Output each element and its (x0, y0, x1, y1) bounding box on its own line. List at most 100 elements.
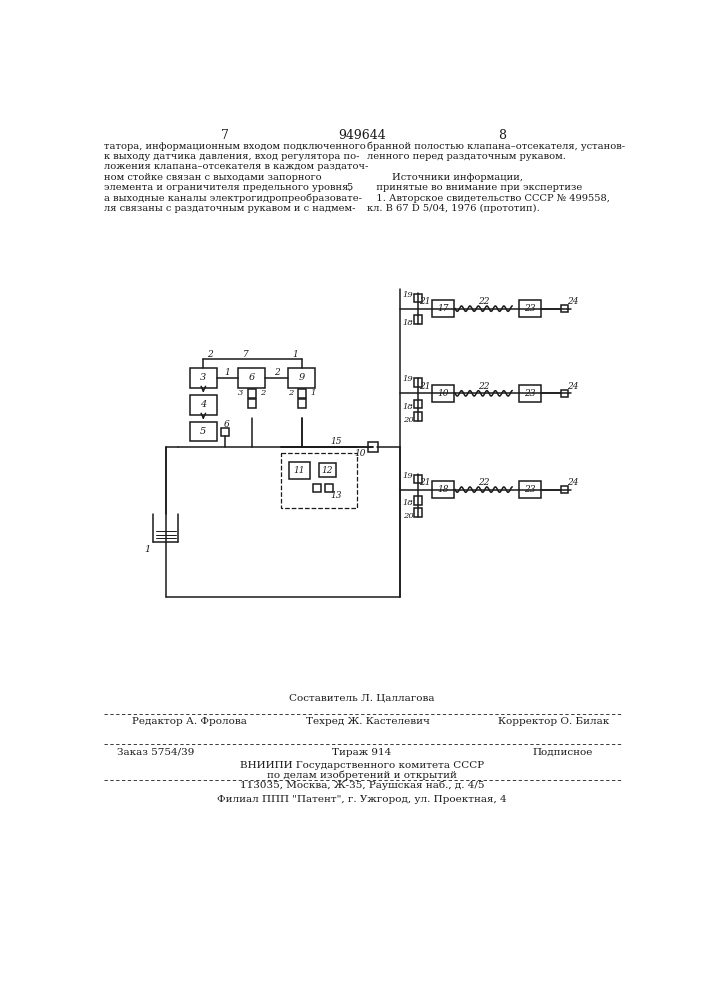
Text: 113035, Москва, Ж-35, Раушская наб., д. 4/5: 113035, Москва, Ж-35, Раушская наб., д. … (240, 781, 484, 790)
Bar (561, 305, 568, 312)
Text: Составитель Л. Цаллагова: Составитель Л. Цаллагова (289, 694, 435, 703)
Text: Филиал ППП "Патент", г. Ужгород, ул. Проектная, 4: Филиал ППП "Патент", г. Ужгород, ул. Про… (217, 795, 507, 804)
Bar (414, 496, 422, 505)
Text: к выходу датчика давления, вход регулятора по-: к выходу датчика давления, вход регулято… (104, 152, 359, 161)
Text: 7: 7 (243, 350, 249, 359)
Text: 4: 4 (200, 400, 206, 409)
Text: 8: 8 (498, 129, 506, 142)
Bar (238, 368, 265, 388)
Text: 15: 15 (331, 437, 342, 446)
Text: 10: 10 (354, 449, 366, 458)
Bar (519, 481, 541, 498)
Text: 19: 19 (403, 472, 414, 480)
Bar (319, 463, 336, 477)
Text: 24: 24 (567, 297, 579, 306)
Bar (288, 368, 315, 388)
Text: 23: 23 (524, 304, 536, 313)
Bar (221, 428, 229, 436)
Bar (190, 395, 217, 415)
Text: 2: 2 (206, 350, 212, 359)
Text: ном стойке связан с выходами запорного: ном стойке связан с выходами запорного (104, 173, 322, 182)
Text: 1: 1 (225, 368, 230, 377)
Text: 21: 21 (419, 382, 431, 391)
Text: 21: 21 (419, 478, 431, 487)
Text: 18: 18 (403, 499, 414, 507)
Bar (432, 481, 454, 498)
Text: 949644: 949644 (338, 129, 386, 142)
Bar (414, 378, 422, 387)
Text: 21: 21 (419, 297, 431, 306)
Text: 20: 20 (403, 512, 414, 520)
Bar (325, 484, 333, 492)
Text: 1. Авторское свидетельство СССР № 499558,: 1. Авторское свидетельство СССР № 499558… (368, 194, 610, 203)
Text: Корректор О. Билак: Корректор О. Билак (498, 717, 609, 726)
Text: 9: 9 (299, 373, 305, 382)
Text: по делам изобретений и открытий: по делам изобретений и открытий (267, 771, 457, 780)
Bar (519, 300, 541, 317)
Bar (298, 399, 306, 408)
Text: 12: 12 (322, 466, 333, 475)
Bar (288, 462, 310, 479)
Text: 19: 19 (403, 291, 414, 299)
Text: 2: 2 (260, 389, 265, 397)
Bar (561, 486, 568, 493)
Bar (414, 475, 422, 483)
Bar (190, 422, 217, 441)
Text: а выходные каналы электрогидропреобразовате-: а выходные каналы электрогидропреобразов… (104, 194, 362, 203)
Text: 1: 1 (310, 389, 315, 397)
Text: бранной полостью клапана–отсекателя, установ-: бранной полостью клапана–отсекателя, уст… (368, 142, 626, 151)
Text: 22: 22 (478, 478, 489, 487)
Text: 1: 1 (293, 350, 298, 359)
Text: 22: 22 (478, 297, 489, 306)
Text: 3: 3 (238, 389, 244, 397)
Text: 18: 18 (403, 403, 414, 411)
Bar (281, 453, 356, 508)
Bar (561, 389, 568, 397)
Text: 3: 3 (200, 373, 206, 382)
Text: 24: 24 (567, 382, 579, 391)
Text: 18: 18 (403, 319, 414, 327)
Bar (414, 508, 422, 517)
Text: 18: 18 (437, 485, 448, 494)
Text: 2: 2 (288, 389, 294, 397)
Text: элемента и ограничителя предельного уровня,: элемента и ограничителя предельного уров… (104, 183, 351, 192)
Text: кл. В 67 D 5/04, 1976 (прототип).: кл. В 67 D 5/04, 1976 (прототип). (368, 204, 540, 213)
Text: 23: 23 (524, 389, 536, 398)
Text: ля связаны с раздаточным рукавом и с надмем-: ля связаны с раздаточным рукавом и с над… (104, 204, 356, 213)
Bar (414, 294, 422, 302)
Text: 23: 23 (524, 485, 536, 494)
Text: 19: 19 (403, 375, 414, 383)
Bar (298, 389, 306, 398)
Text: Техред Ж. Кастелевич: Техред Ж. Кастелевич (305, 717, 430, 726)
Text: ложения клапана–отсекателя в каждом раздаточ-: ложения клапана–отсекателя в каждом разд… (104, 162, 368, 171)
Text: 20: 20 (403, 416, 414, 424)
Text: 2: 2 (274, 368, 280, 377)
Text: 5: 5 (346, 183, 352, 192)
Text: 7: 7 (221, 129, 229, 142)
Text: Редактор А. Фролова: Редактор А. Фролова (132, 717, 247, 726)
Text: принятые во внимание при экспертизе: принятые во внимание при экспертизе (368, 183, 583, 192)
Text: 11: 11 (294, 466, 305, 475)
Text: 17: 17 (437, 304, 448, 313)
Bar (313, 484, 321, 492)
Bar (432, 300, 454, 317)
Text: татора, информационным входом подключенного: татора, информационным входом подключенн… (104, 142, 366, 151)
Text: 1: 1 (144, 545, 151, 554)
Text: 22: 22 (478, 382, 489, 391)
Text: ленного перед раздаточным рукавом.: ленного перед раздаточным рукавом. (368, 152, 566, 161)
Text: 13: 13 (331, 491, 342, 500)
Text: Тираж 914: Тираж 914 (332, 748, 392, 757)
Text: 10: 10 (437, 389, 448, 398)
Bar (247, 399, 256, 408)
Text: 6: 6 (223, 420, 229, 429)
Bar (414, 400, 422, 408)
Bar (247, 389, 256, 398)
Bar (432, 385, 454, 402)
Bar (368, 442, 378, 452)
Text: ВНИИПИ Государственного комитета СССР: ВНИИПИ Государственного комитета СССР (240, 761, 484, 770)
Text: 6: 6 (249, 373, 255, 382)
Bar (414, 315, 422, 324)
Text: Источники информации,: Источники информации, (368, 173, 523, 182)
Bar (190, 368, 217, 388)
Text: 24: 24 (567, 478, 579, 487)
